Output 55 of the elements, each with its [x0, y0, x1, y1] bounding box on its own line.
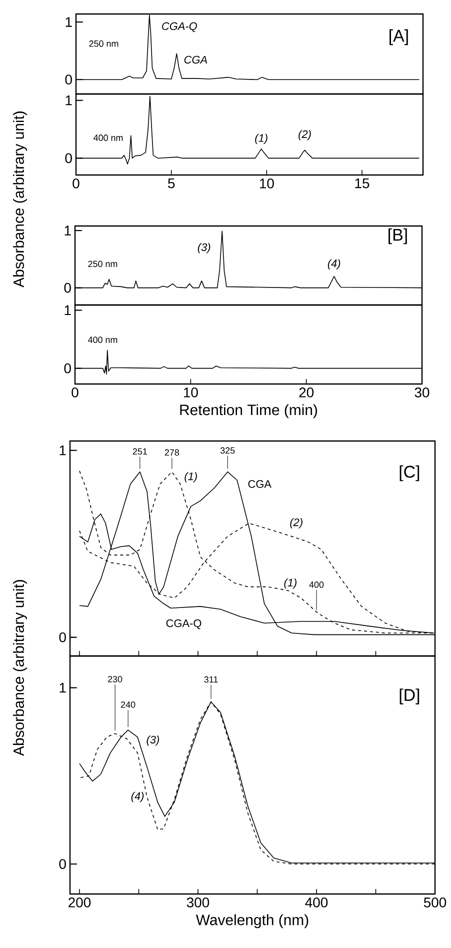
y-tick-label: 0 [59, 859, 66, 869]
y-tick-label: 1 [60, 446, 66, 456]
annotation: [D] [400, 688, 420, 704]
annotation: (2) [298, 130, 311, 140]
x-tick-label: 0 [72, 178, 80, 188]
y-tick-label: 0 [65, 153, 72, 164]
y-tick-label: 1 [64, 226, 71, 236]
y-tick-label: 1 [66, 17, 72, 27]
y-tick-label: 1 [64, 305, 71, 316]
series-label: (3) [146, 736, 159, 746]
y-tick-label: 0 [65, 74, 72, 85]
annotation: 250 nm [88, 260, 118, 268]
y-axis-title: Absorbance (arbitrary unit) [13, 112, 27, 288]
annotation: 250 nm [89, 40, 118, 47]
y-tick-label: 0 [59, 632, 66, 642]
x-tick-label: 15 [355, 178, 370, 188]
annotation: 400 nm [94, 134, 123, 141]
annotation: CGA-Q [162, 22, 197, 32]
series-label: (4) [131, 792, 144, 802]
annotation: 251 [132, 448, 147, 455]
x-tick-label: 400 [305, 898, 328, 908]
x-tick-label: 10 [260, 178, 274, 188]
annotation: [A] [390, 29, 408, 46]
x-tick-label: 500 [424, 898, 446, 908]
x-tick-label: 200 [68, 898, 91, 908]
annotation: [B] [388, 228, 407, 244]
annotation: 311 [204, 676, 218, 683]
annotation: 240 [121, 701, 136, 708]
y-tick-label: 0 [64, 363, 71, 374]
y-tick-label: 1 [60, 682, 66, 693]
series-label: CGA [248, 480, 272, 488]
x-axis-title: Wavelength (nm) [196, 914, 308, 928]
x-tick-label: 5 [168, 178, 175, 188]
x-tick-label: 20 [299, 388, 314, 398]
y-tick-label: 0 [64, 282, 71, 293]
annotation: [C] [400, 465, 420, 482]
annotation: 400 [309, 581, 324, 588]
y-tick-label: 1 [66, 96, 72, 106]
annotation: (1) [255, 134, 268, 144]
x-tick-label: 30 [414, 388, 430, 398]
annotation: (3) [198, 243, 210, 254]
annotation: (4) [328, 259, 340, 270]
series-label: CGA-Q [166, 619, 202, 630]
series-label: (1) [184, 472, 197, 482]
annotation: 230 [108, 676, 122, 682]
annotation: (1) [284, 578, 296, 589]
annotation: 400 nm [88, 336, 118, 343]
x-axis-title: Retention Time (min) [180, 404, 318, 418]
x-tick-label: 10 [184, 388, 198, 398]
annotation: CGA [184, 56, 207, 64]
x-tick-label: 300 [186, 898, 210, 908]
y-axis-title: Absorbance (arbitrary unit) [13, 580, 27, 756]
annotation: 278 [164, 449, 179, 456]
series-label: (2) [290, 518, 302, 528]
annotation: 325 [220, 447, 235, 454]
